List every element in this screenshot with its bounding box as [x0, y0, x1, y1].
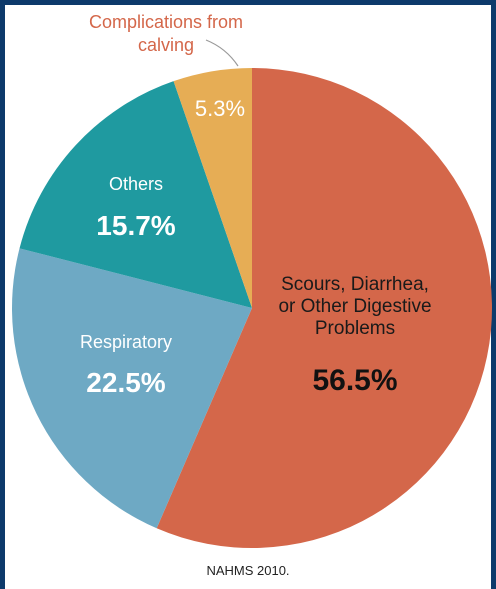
pie-slice-0	[156, 68, 492, 548]
slice-label-1-line-0: Respiratory	[80, 332, 172, 352]
slice-value-2: 15.7%	[96, 210, 175, 241]
callout-line	[205, 39, 239, 67]
slice-value-1: 22.5%	[86, 367, 165, 398]
slice-label-3-line-0: Complications from	[89, 12, 243, 32]
slice-label-0-line-1: or Other Digestive	[278, 296, 431, 317]
slice-label-2-line-0: Others	[109, 174, 163, 194]
pie-slice-2	[19, 81, 253, 308]
pie-slice-3	[173, 68, 252, 308]
source-note: NAHMS 2010.	[206, 563, 290, 578]
slice-value-0: 56.5%	[312, 364, 397, 397]
pie-slice-1	[12, 248, 253, 529]
slice-label-3-line-1: calving	[138, 35, 194, 55]
slice-label-0-line-2: Problems	[315, 318, 395, 339]
slice-label-0-line-0: Scours, Diarrhea,	[281, 274, 429, 295]
slice-value-3: 5.3%	[195, 96, 245, 121]
